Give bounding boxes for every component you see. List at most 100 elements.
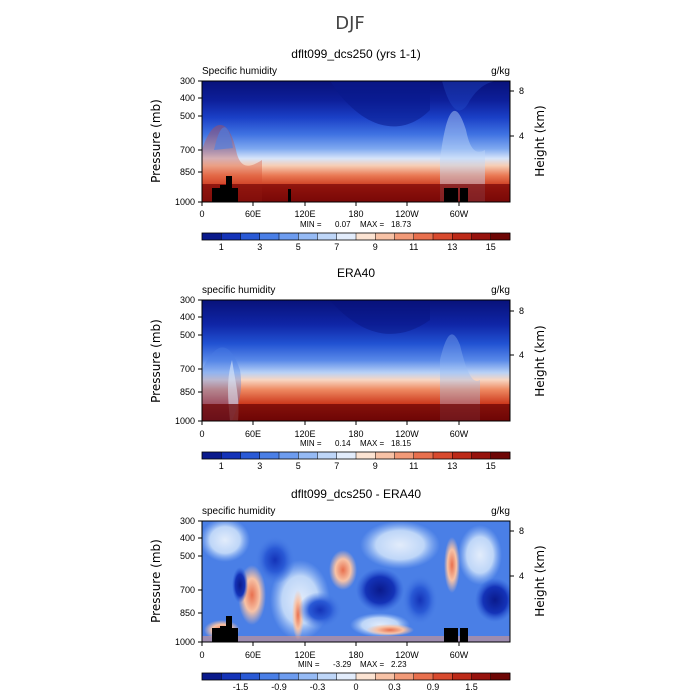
min-max-readout: MIN = -3.29 MAX = 2.23 bbox=[298, 660, 407, 669]
y-ticks: 300 400 500 700 850 1000 bbox=[175, 295, 202, 426]
x-tick-label: 120E bbox=[294, 429, 315, 439]
right-ticks: 8 4 bbox=[510, 86, 524, 141]
x-tick-label: 0 bbox=[199, 209, 204, 219]
colorbar-swatch bbox=[202, 233, 222, 240]
panel-difference: dflt099_dcs250 - ERA40 specific humidity… bbox=[149, 487, 547, 692]
colorbar-label: 13 bbox=[447, 242, 457, 252]
max-value: 18.73 bbox=[391, 220, 412, 229]
y-tick-label: 1000 bbox=[175, 197, 195, 207]
colorbar-label: -1.5 bbox=[233, 682, 249, 692]
y-ticks: 300 400 500 700 850 1000 bbox=[175, 76, 202, 207]
x-tick-label: 120W bbox=[395, 429, 419, 439]
colorbar-swatch bbox=[471, 233, 492, 240]
x-tick-label: 180 bbox=[348, 429, 363, 439]
colorbar-swatch bbox=[298, 673, 318, 680]
x-tick-label: 60E bbox=[245, 650, 261, 660]
x-ticks: 0 60E 120E 180 120W 60W bbox=[199, 642, 469, 660]
min-value: -3.29 bbox=[333, 660, 352, 669]
colorbar-swatch bbox=[317, 673, 338, 680]
colorbar-label: 13 bbox=[447, 461, 457, 471]
colorbar-swatch bbox=[471, 673, 492, 680]
colorbar-label: 11 bbox=[409, 461, 418, 471]
colorbar-swatch bbox=[413, 673, 434, 680]
right-tick-label: 8 bbox=[519, 306, 524, 316]
colorbar-swatch bbox=[298, 233, 318, 240]
right-tick-label: 4 bbox=[519, 131, 524, 141]
colorbar-label: -0.9 bbox=[271, 682, 287, 692]
colorbar-label: 9 bbox=[373, 461, 378, 471]
colorbar-swatch bbox=[240, 233, 261, 240]
variable-label: specific humidity bbox=[202, 506, 275, 517]
x-tick-label: 0 bbox=[199, 650, 204, 660]
y-axis-label: Pressure (mb) bbox=[149, 99, 163, 183]
colorbar-swatch bbox=[375, 452, 395, 459]
colorbar: 1 3 5 7 9 11 13 15 bbox=[201, 232, 511, 252]
colorbar-swatch bbox=[394, 673, 415, 680]
colorbar-swatch bbox=[490, 233, 511, 240]
colorbar-label: 7 bbox=[334, 242, 339, 252]
y-tick-label: 700 bbox=[180, 145, 195, 155]
max-label: MAX = bbox=[360, 660, 385, 669]
colorbar-swatch bbox=[433, 233, 453, 240]
x-tick-label: 180 bbox=[348, 209, 363, 219]
units-label: g/kg bbox=[491, 66, 510, 77]
y-tick-label: 300 bbox=[180, 295, 195, 305]
x-tick-label: 120W bbox=[395, 209, 419, 219]
colorbar-swatch bbox=[221, 673, 241, 680]
y-tick-label: 500 bbox=[180, 330, 195, 340]
colorbar-swatch bbox=[336, 452, 357, 459]
max-value: 2.23 bbox=[391, 660, 407, 669]
figure-title: DJF bbox=[335, 13, 365, 34]
panel-model: dflt099_dcs250 (yrs 1-1) Specific humidi… bbox=[149, 47, 547, 252]
colorbar-label: 0.3 bbox=[388, 682, 401, 692]
colorbar-label: 15 bbox=[486, 461, 496, 471]
colorbar-label: 1.5 bbox=[465, 682, 478, 692]
y-tick-label: 400 bbox=[180, 533, 195, 543]
x-tick-label: 120E bbox=[294, 209, 315, 219]
colorbar-swatch bbox=[279, 233, 299, 240]
panel-observation: ERA40 specific humidity g/kg Pressure (m… bbox=[149, 266, 547, 471]
min-value: 0.14 bbox=[335, 439, 351, 448]
right-axis-label: Height (km) bbox=[533, 325, 547, 396]
colorbar-label: 9 bbox=[373, 242, 378, 252]
colorbar-swatch bbox=[490, 673, 511, 680]
colorbar-swatch bbox=[240, 673, 261, 680]
colorbar-label: 3 bbox=[257, 242, 262, 252]
x-ticks: 0 60E 120E 180 120W 60W bbox=[199, 202, 469, 219]
x-tick-label: 60E bbox=[245, 429, 261, 439]
right-axis-label: Height (km) bbox=[533, 105, 547, 176]
panel-title: dflt099_dcs250 (yrs 1-1) bbox=[291, 47, 420, 61]
max-label: MAX = bbox=[360, 220, 385, 229]
colorbar-swatch bbox=[298, 452, 318, 459]
topography bbox=[212, 176, 468, 202]
colorbar-swatch bbox=[336, 673, 357, 680]
colorbar-swatch bbox=[433, 673, 453, 680]
max-value: 18.15 bbox=[391, 439, 412, 448]
x-ticks: 0 60E 120E 180 120W 60W bbox=[199, 421, 469, 439]
colorbar-swatch bbox=[356, 233, 376, 240]
right-tick-label: 4 bbox=[519, 350, 524, 360]
topography bbox=[212, 616, 468, 642]
contour-field bbox=[202, 81, 510, 202]
colorbar-swatch bbox=[259, 452, 280, 459]
x-tick-label: 120E bbox=[294, 650, 315, 660]
colorbar-swatch bbox=[317, 452, 338, 459]
y-tick-label: 500 bbox=[180, 551, 195, 561]
units-label: g/kg bbox=[491, 506, 510, 517]
y-tick-label: 300 bbox=[180, 516, 195, 526]
x-tick-label: 120W bbox=[395, 650, 419, 660]
min-label: MIN = bbox=[300, 220, 322, 229]
y-tick-label: 850 bbox=[180, 167, 195, 177]
colorbar-swatch bbox=[452, 673, 472, 680]
right-tick-label: 4 bbox=[519, 571, 524, 581]
colorbar-label: 11 bbox=[409, 242, 418, 252]
colorbar-swatch bbox=[375, 233, 395, 240]
y-tick-label: 700 bbox=[180, 364, 195, 374]
colorbar-swatch bbox=[336, 233, 357, 240]
colorbar-swatch bbox=[279, 452, 299, 459]
colorbar-label: 1 bbox=[219, 242, 224, 252]
colorbar-swatch bbox=[433, 452, 453, 459]
min-label: MIN = bbox=[300, 439, 322, 448]
y-tick-label: 850 bbox=[180, 387, 195, 397]
